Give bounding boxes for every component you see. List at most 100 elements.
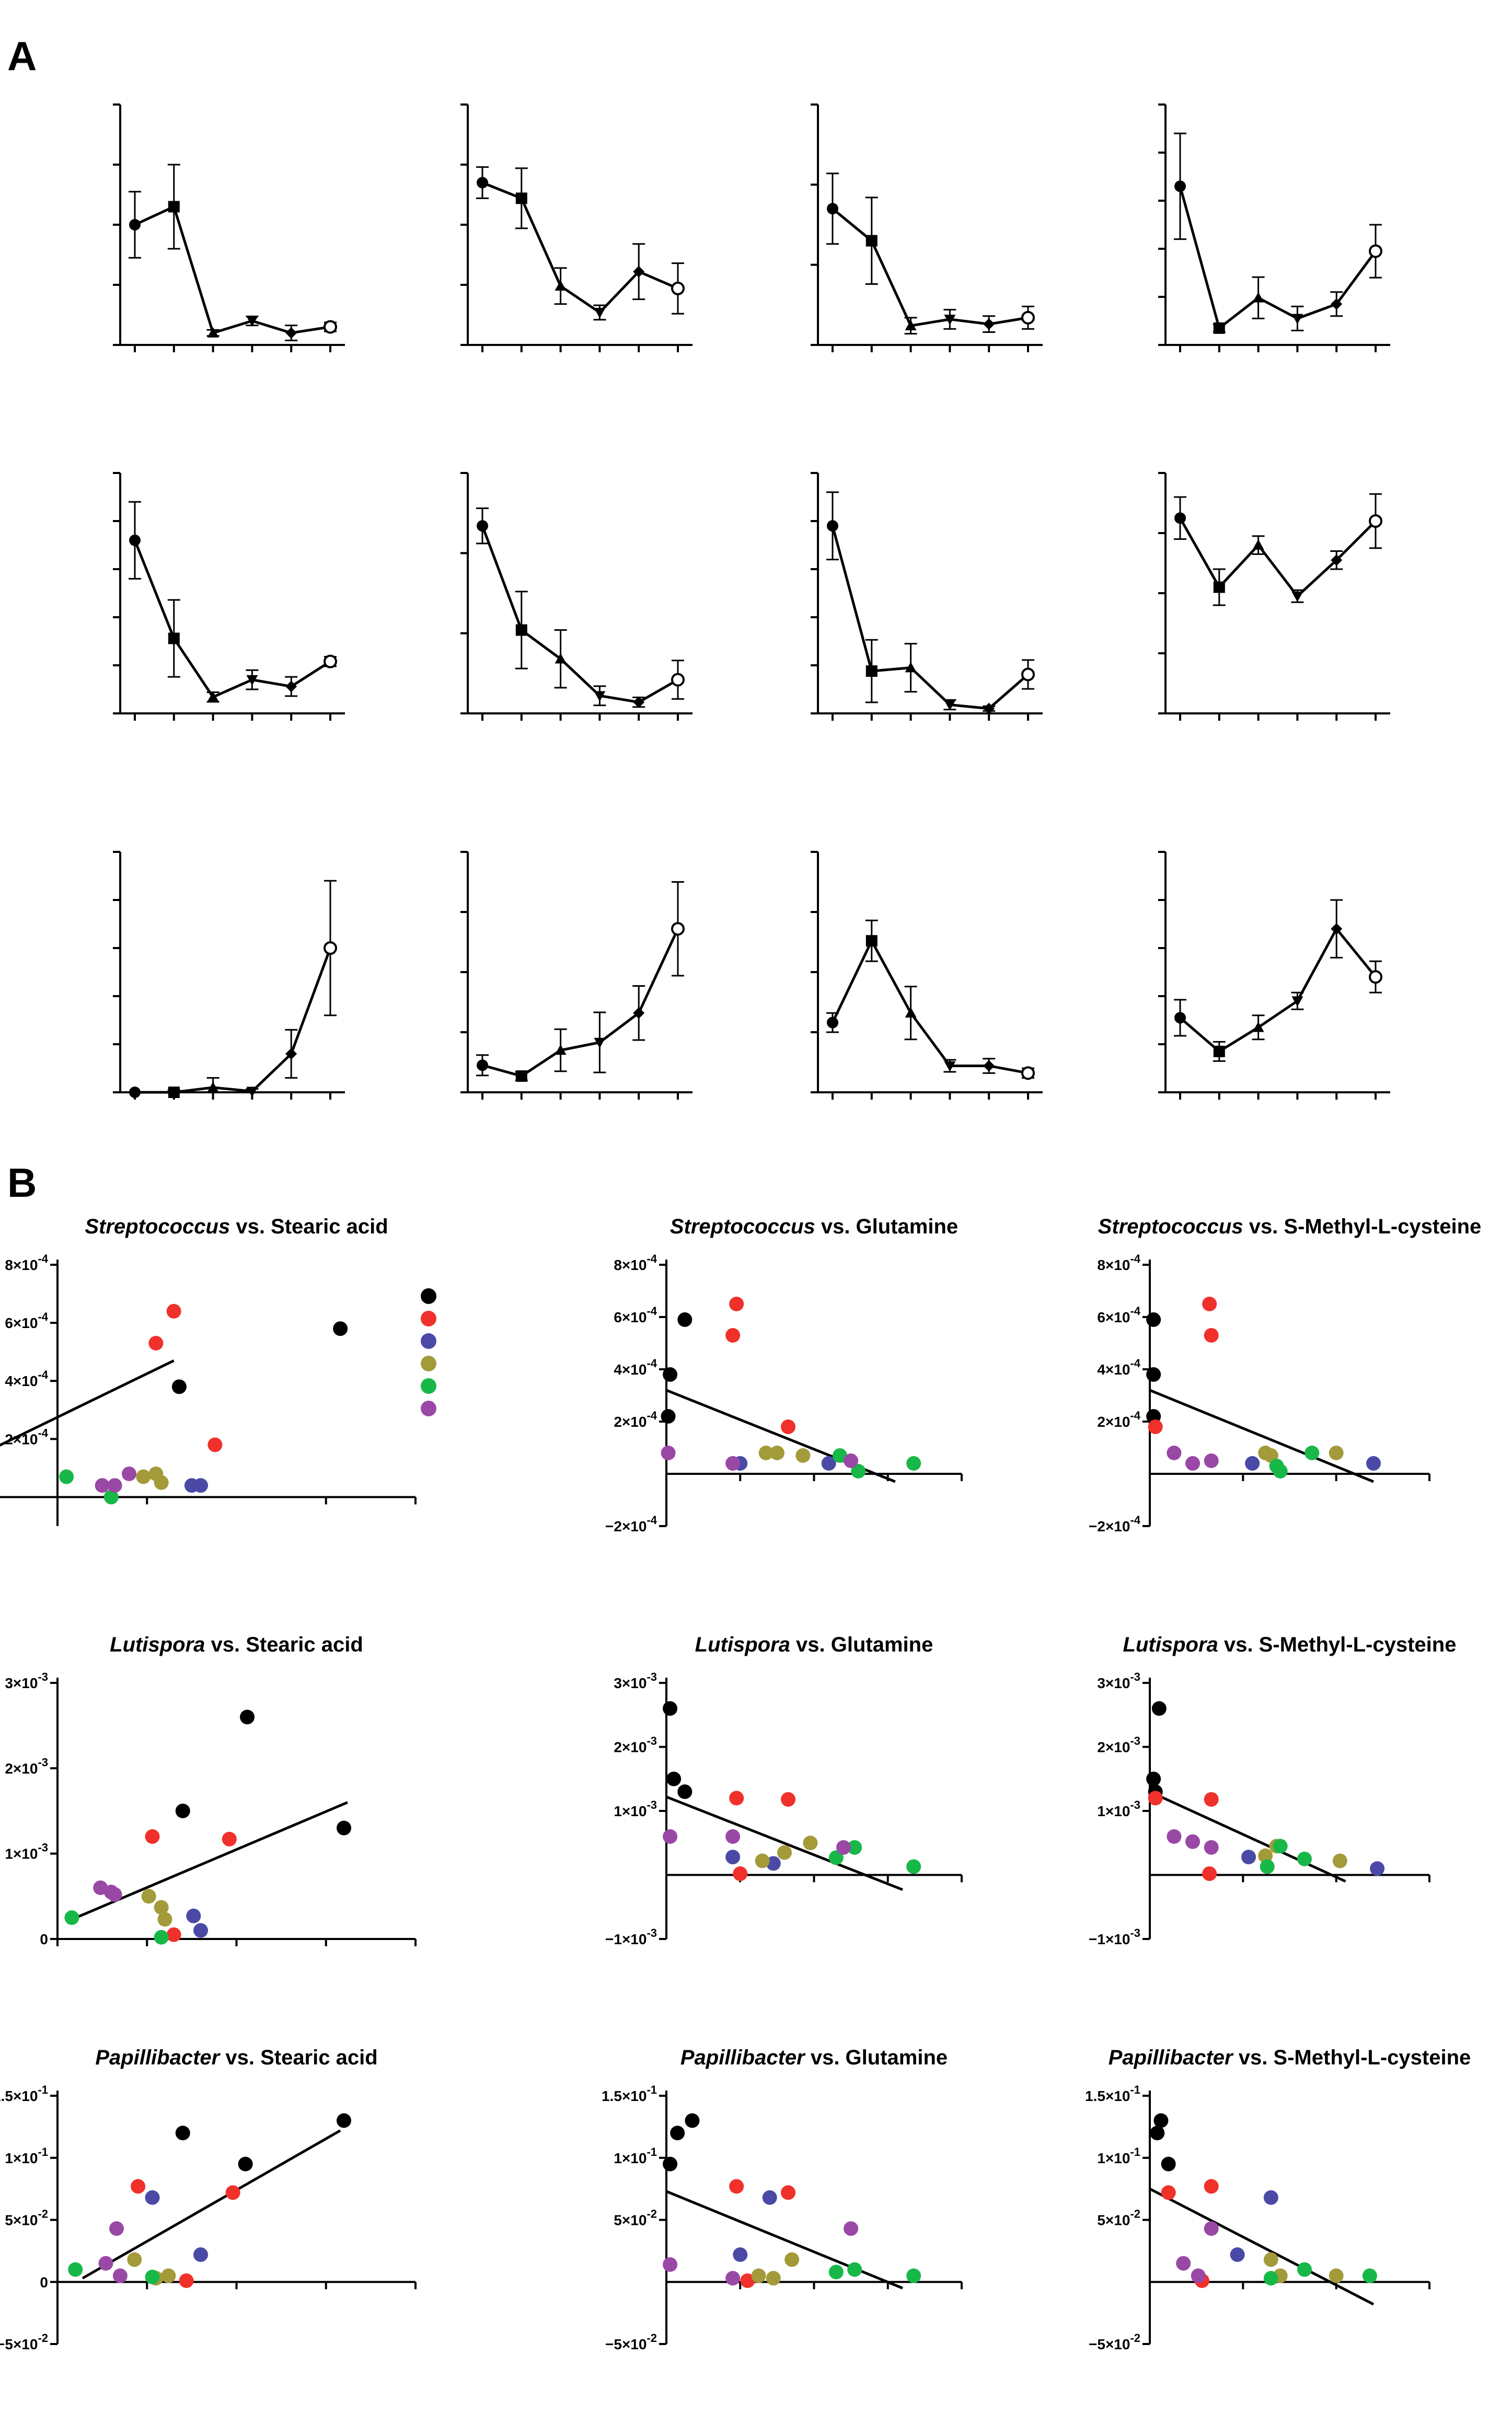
- time-course-chart-cellulosibacter: [811, 851, 1043, 1100]
- title-taxon: Streptococcus: [85, 1215, 230, 1238]
- chart-title: Papillibacter vs. Stearic acid: [95, 2046, 377, 2069]
- scatter-point: [1273, 1839, 1288, 1854]
- y-tick-label-exponent: -3: [1130, 1798, 1140, 1811]
- y-tick-label-mantissa: 8×10: [5, 1257, 38, 1273]
- data-point: [555, 280, 567, 291]
- data-point: [594, 1037, 606, 1048]
- y-tick-label: 1×10-1: [1097, 2145, 1140, 2166]
- y-tick-label: 3×10-3: [5, 1670, 48, 1691]
- chart-title: Papillibacter vs. Glutamine: [680, 2046, 948, 2069]
- scatter-point: [1202, 1866, 1217, 1881]
- panel-a-time-course-charts: [113, 103, 1390, 1100]
- y-tick-label: −1×10-3: [605, 1926, 657, 1947]
- data-point: [285, 1048, 297, 1060]
- y-tick-label-mantissa: 3×10: [614, 1675, 647, 1691]
- y-tick-label-mantissa: 3×10: [5, 1675, 38, 1691]
- chart-title: Lutispora vs. S-Methyl-L-cysteine: [1123, 1633, 1457, 1656]
- scatter-point: [1185, 1456, 1201, 1471]
- y-tick-label-mantissa: 5×10: [614, 2212, 647, 2229]
- scatter-point: [107, 1887, 122, 1902]
- scatter-point: [740, 2273, 755, 2288]
- series-line: [1179, 517, 1377, 598]
- data-point: [1252, 292, 1264, 303]
- y-tick-label-exponent: -1: [1130, 2083, 1140, 2096]
- scatter-point: [1146, 1367, 1161, 1382]
- y-tick-label-mantissa: 8×10: [1097, 1257, 1130, 1273]
- y-tick-label-exponent: -2: [1130, 2208, 1140, 2221]
- y-tick-label-mantissa: 1.5×10: [1085, 2088, 1130, 2104]
- scatter-point: [1185, 1834, 1201, 1849]
- data-point: [633, 265, 645, 278]
- y-tick-label: 1×10-1: [614, 2145, 657, 2166]
- scatter-point: [154, 1900, 169, 1915]
- legend-swatch: [421, 1401, 436, 1416]
- scatter-point: [766, 2271, 781, 2286]
- y-tick-label-mantissa: 5×10: [1097, 2212, 1130, 2229]
- y-tick-label-exponent: -4: [1130, 1357, 1140, 1370]
- data-point: [515, 624, 527, 636]
- regression-line: [0, 1359, 175, 1447]
- scatter-point: [1258, 1848, 1273, 1863]
- scatter-point: [103, 1490, 119, 1505]
- data-point: [1213, 581, 1225, 593]
- scatter-point: [1191, 2268, 1206, 2283]
- scatter-point: [193, 1478, 208, 1493]
- scatter-point: [98, 2256, 113, 2271]
- data-point: [865, 665, 878, 677]
- y-tick-label-exponent: -4: [1130, 1304, 1140, 1318]
- scatter-point: [337, 1820, 351, 1835]
- scatter-point: [733, 2247, 748, 2262]
- series-line: [831, 525, 1029, 710]
- scatter-point: [725, 1328, 741, 1343]
- legend-swatch: [421, 1333, 436, 1349]
- scatter-chart-lutispora-4: Lutispora vs. Stearic acid01×10-32×10-33…: [5, 1633, 417, 1947]
- scatter-point: [148, 1336, 164, 1350]
- y-tick-label-exponent: -2: [38, 2208, 48, 2221]
- scatter-point: [663, 1367, 678, 1382]
- scatter-point: [161, 2268, 176, 2283]
- scatter-point: [175, 2126, 190, 2141]
- scatter-point: [847, 1840, 862, 1855]
- data-point: [129, 219, 141, 230]
- data-point: [1174, 512, 1186, 524]
- y-tick-label-exponent: -3: [1130, 1735, 1140, 1748]
- y-tick-label-exponent: -2: [647, 2208, 657, 2221]
- scatter-point: [828, 2265, 844, 2280]
- y-tick-label: 4×10-4: [1097, 1357, 1140, 1378]
- chart-title: Streptococcus vs. Glutamine: [670, 1215, 958, 1238]
- series-line: [135, 948, 332, 1094]
- scatter-point: [1263, 2271, 1278, 2286]
- y-tick-label: −5×10-2: [605, 2331, 657, 2352]
- regression-line: [1149, 2187, 1375, 2306]
- scatter-point: [1366, 1456, 1381, 1471]
- data-point: [671, 922, 685, 936]
- data-point: [207, 1081, 219, 1092]
- panel-b-label: B: [7, 1160, 37, 1206]
- data-point: [1291, 996, 1303, 1007]
- y-tick-label: 1×10-3: [1097, 1798, 1140, 1819]
- data-point: [129, 1087, 141, 1098]
- data-point: [1174, 1012, 1186, 1024]
- y-tick-label-mantissa: 1×10: [614, 1803, 647, 1819]
- scatter-point: [725, 1456, 741, 1471]
- data-point: [324, 654, 337, 668]
- y-tick-label: 1×10-3: [5, 1841, 48, 1862]
- y-tick-label: 8×10-4: [1097, 1252, 1140, 1273]
- scatter-point: [240, 1710, 255, 1725]
- series-line: [1179, 926, 1377, 1053]
- scatter-point: [1204, 1840, 1219, 1855]
- data-point: [285, 680, 297, 692]
- title-rest: vs. Stearic acid: [230, 1215, 388, 1238]
- scatter-point: [59, 1469, 74, 1484]
- scatter-point: [758, 1446, 774, 1460]
- scatter-point: [766, 1856, 781, 1871]
- scatter-point: [186, 1908, 201, 1923]
- y-tick-label-mantissa: 6×10: [1097, 1309, 1130, 1325]
- y-tick-label-exponent: -4: [38, 1252, 48, 1265]
- scatter-point: [844, 1453, 859, 1468]
- y-tick-label-mantissa: −5×10: [0, 2336, 38, 2352]
- data-point: [827, 520, 838, 532]
- data-point: [827, 1017, 838, 1029]
- regression-line: [1149, 1790, 1346, 1883]
- scatter-point: [670, 2126, 685, 2141]
